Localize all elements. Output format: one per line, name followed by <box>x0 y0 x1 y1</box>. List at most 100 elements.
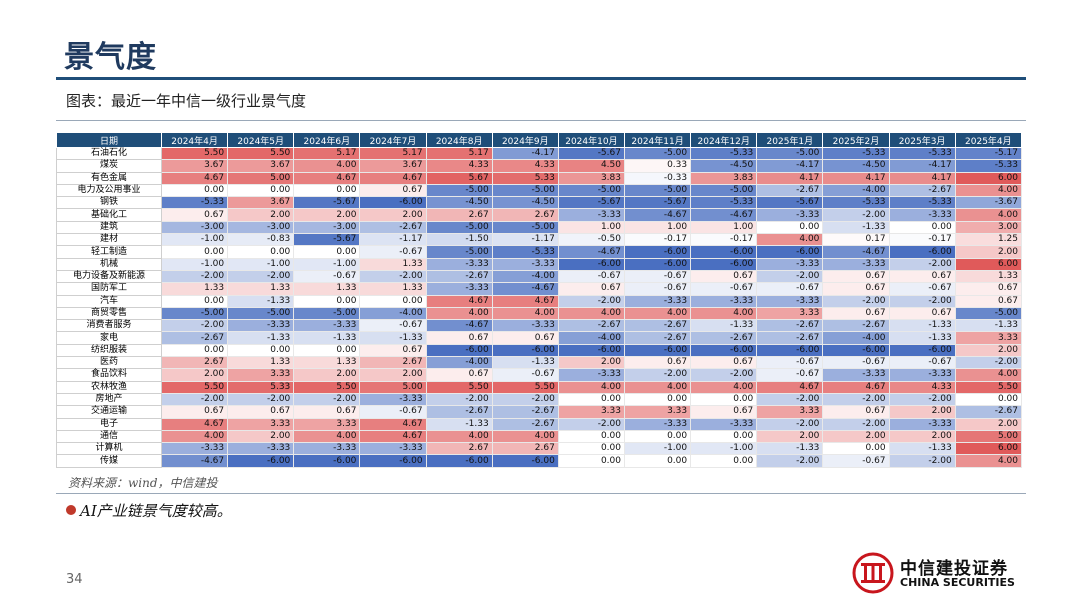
score-cell: -1.00 <box>160 233 229 247</box>
month-header: 2024年4月 <box>160 132 229 148</box>
score-cell: -2.00 <box>160 269 229 284</box>
score-cell: 0.67 <box>359 343 427 358</box>
score-cell: 0.67 <box>822 405 890 419</box>
score-cell: -1.00 <box>293 257 361 271</box>
score-cell: 0.00 <box>557 442 625 456</box>
score-cell: -1.33 <box>888 319 956 333</box>
score-cell: -0.67 <box>293 269 361 284</box>
score-cell: 0.67 <box>293 405 361 419</box>
score-cell: -2.67 <box>425 269 493 284</box>
score-cell: -4.50 <box>491 196 559 210</box>
score-cell: 3.33 <box>293 417 361 431</box>
industry-name: 通信 <box>56 429 162 444</box>
industry-name: 电子 <box>56 417 162 431</box>
score-cell: -5.33 <box>690 146 758 161</box>
score-cell: 0.67 <box>359 183 427 198</box>
score-cell: 3.67 <box>160 159 229 173</box>
score-cell: 2.00 <box>954 245 1023 259</box>
score-cell: 2.00 <box>822 429 890 444</box>
month-header: 2024年7月 <box>359 132 427 148</box>
score-cell: 2.67 <box>425 208 493 222</box>
score-cell: 0.33 <box>623 159 692 173</box>
score-cell: -2.00 <box>756 454 824 468</box>
score-cell: -4.50 <box>690 159 758 173</box>
score-cell: 2.67 <box>491 442 559 456</box>
logo-english-name: CHINA SECURITIES <box>900 576 1015 589</box>
score-cell: 4.00 <box>954 454 1023 468</box>
score-cell: -3.33 <box>756 294 824 308</box>
score-cell: 5.50 <box>954 380 1023 394</box>
industry-name: 消费者服务 <box>56 319 162 333</box>
score-cell: -4.00 <box>359 306 427 321</box>
score-cell: 0.00 <box>227 343 295 358</box>
score-cell: 6.00 <box>954 442 1023 456</box>
score-cell: -1.33 <box>690 319 758 333</box>
score-cell: -6.00 <box>227 454 295 468</box>
score-cell: 3.33 <box>557 405 625 419</box>
score-cell: -5.33 <box>888 146 956 161</box>
table-row: 石油石化 5.50 5.50 5.17 5.17 5.17 -4.17 -5.67 -5.00-… <box>56 146 1023 161</box>
score-cell: -3.33 <box>425 282 493 296</box>
score-cell: 4.67 <box>491 294 559 308</box>
score-cell: 5.50 <box>160 146 229 161</box>
score-cell: -4.67 <box>160 454 229 468</box>
score-cell: 5.17 <box>425 146 493 161</box>
score-cell: 4.17 <box>888 171 956 185</box>
score-cell: -1.50 <box>425 233 493 247</box>
score-cell: -6.00 <box>491 343 559 358</box>
month-header: 2025年4月 <box>954 132 1023 148</box>
industry-name: 商贸零售 <box>56 306 162 321</box>
score-cell: -6.00 <box>756 245 824 259</box>
industry-name: 钢铁 <box>56 196 162 210</box>
industry-name: 石油石化 <box>56 146 162 161</box>
score-cell: 4.00 <box>954 183 1023 198</box>
score-cell: -2.00 <box>557 417 625 431</box>
score-cell: -2.00 <box>822 294 890 308</box>
score-cell: -4.67 <box>690 208 758 222</box>
table-row: 农林牧渔 5.50 5.33 5.50 5.00 5.50 5.50 4.00 4.00 4.00… <box>56 380 1023 394</box>
industry-name: 煤炭 <box>56 159 162 173</box>
score-cell: -5.33 <box>888 196 956 210</box>
score-cell: 4.67 <box>756 380 824 394</box>
score-cell: 0.67 <box>888 306 956 321</box>
score-cell: -1.33 <box>425 417 493 431</box>
table-row: 消费者服务 -2.00 -3.33 -3.33 -0.67 -4.67 -3.33 -2.67… <box>56 319 1023 333</box>
score-cell: -6.00 <box>690 245 758 259</box>
source-divider <box>56 493 1026 494</box>
industry-name: 传媒 <box>56 454 162 468</box>
score-cell: -5.00 <box>954 306 1023 321</box>
score-cell: -2.00 <box>293 392 361 407</box>
score-cell: -5.33 <box>491 245 559 259</box>
score-cell: 3.33 <box>227 368 295 382</box>
score-cell: -3.33 <box>227 442 295 456</box>
score-cell: 0.00 <box>822 442 890 456</box>
score-cell: 0.00 <box>293 245 361 259</box>
score-cell: -3.33 <box>822 368 890 382</box>
table-body: 石油石化 5.50 5.50 5.17 5.17 5.17 -4.17 -5.67 -5.00-… <box>56 146 1023 468</box>
score-cell: 0.00 <box>954 392 1023 407</box>
source-note: 资料来源：wind，中信建投 <box>68 476 218 490</box>
score-cell: 0.67 <box>557 282 625 296</box>
score-cell: -1.33 <box>227 294 295 308</box>
score-cell: -3.33 <box>623 417 692 431</box>
score-cell: -0.67 <box>623 282 692 296</box>
score-cell: -5.00 <box>491 220 559 235</box>
industry-name: 建筑 <box>56 220 162 235</box>
score-cell: 0.67 <box>690 356 758 370</box>
table-row: 机械 -1.00 -1.00 -1.00 1.33 -3.33 -3.33 -6.00 -6.0… <box>56 257 1023 271</box>
score-cell: -4.17 <box>756 159 824 173</box>
table-row: 食品饮料 2.00 3.33 2.00 2.00 0.67 -0.67 -3.33 -2.00-… <box>56 368 1023 382</box>
score-cell: 4.67 <box>160 417 229 431</box>
score-cell: 0.67 <box>822 306 890 321</box>
score-cell: -6.00 <box>690 343 758 358</box>
score-cell: -2.67 <box>888 183 956 198</box>
table-row: 建筑 -3.00 -3.00 -3.00 -2.67 -5.00 -5.00 1.00 1.00… <box>56 220 1023 235</box>
table-row: 纺织服装 0.00 0.00 0.00 0.67 -6.00 -6.00 -6.00 -6.00… <box>56 343 1023 358</box>
score-cell: -5.00 <box>756 146 824 161</box>
score-cell: -2.00 <box>557 294 625 308</box>
score-cell: -2.67 <box>491 417 559 431</box>
score-cell: 2.67 <box>359 356 427 370</box>
table-row: 钢铁 -5.33 3.67 -5.67 -6.00 -4.50 -4.50 -5.67 -5.6… <box>56 196 1023 210</box>
table-row: 建材 -1.00 -0.83 -5.67 -1.17 -1.50 -1.17 -0.50 -0.… <box>56 233 1023 247</box>
score-cell: 0.00 <box>756 220 824 235</box>
